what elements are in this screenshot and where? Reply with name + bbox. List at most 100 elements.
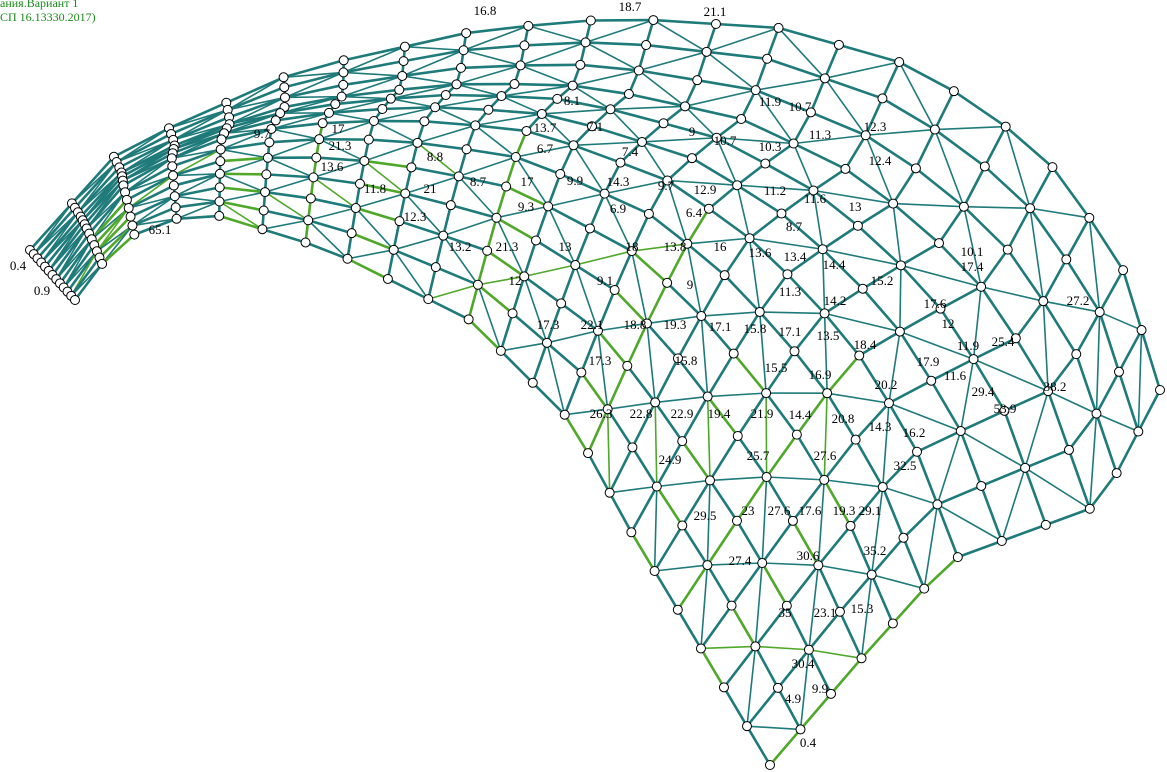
- member: [864, 134, 894, 204]
- member: [1065, 258, 1101, 313]
- member: [88, 191, 127, 235]
- member: [681, 440, 712, 482]
- member: [823, 44, 841, 79]
- member: [271, 112, 330, 130]
- member-label: 7.1: [587, 119, 603, 134]
- node: [782, 269, 793, 280]
- member-label: 9.9: [567, 173, 583, 188]
- member: [1121, 269, 1143, 331]
- member: [915, 451, 939, 505]
- node: [1002, 244, 1013, 255]
- member: [307, 219, 353, 235]
- member-label: 17.1: [779, 324, 802, 339]
- node: [576, 367, 587, 378]
- member: [613, 250, 633, 291]
- member: [534, 205, 550, 241]
- member: [305, 241, 348, 260]
- member: [93, 207, 130, 247]
- member: [390, 83, 457, 100]
- member: [172, 116, 230, 142]
- member: [90, 198, 128, 241]
- node: [257, 224, 268, 235]
- member: [785, 564, 820, 607]
- member: [700, 315, 709, 397]
- member-label: 17: [521, 174, 535, 189]
- member: [219, 200, 263, 230]
- member: [122, 157, 173, 187]
- member: [766, 57, 826, 80]
- node: [568, 140, 579, 151]
- member: [902, 503, 939, 539]
- member: [849, 486, 884, 527]
- member: [271, 128, 320, 140]
- member: [860, 622, 894, 660]
- node: [672, 353, 683, 364]
- member-label: 32.5: [894, 458, 917, 473]
- node: [536, 108, 547, 119]
- node: [260, 187, 271, 198]
- member: [953, 90, 1007, 128]
- member: [263, 209, 309, 222]
- member: [732, 311, 761, 355]
- member: [655, 395, 708, 404]
- member: [706, 51, 757, 91]
- member: [655, 440, 684, 488]
- member: [219, 173, 266, 193]
- member: [666, 180, 689, 245]
- member: [700, 565, 709, 649]
- node: [850, 434, 861, 445]
- member: [823, 393, 828, 480]
- node: [705, 475, 716, 486]
- node: [346, 228, 357, 239]
- node: [772, 682, 783, 693]
- member: [706, 352, 735, 398]
- node: [979, 161, 990, 172]
- node: [877, 93, 888, 104]
- member: [736, 184, 783, 215]
- member: [708, 207, 751, 240]
- member: [765, 476, 795, 522]
- member: [980, 285, 1044, 302]
- node: [470, 120, 481, 131]
- node: [123, 203, 134, 214]
- member: [654, 564, 708, 572]
- member: [328, 97, 391, 114]
- member: [809, 77, 827, 113]
- member: [1088, 217, 1125, 271]
- member: [118, 138, 174, 169]
- member: [313, 160, 365, 179]
- node: [168, 180, 179, 191]
- node: [394, 216, 405, 227]
- node: [510, 151, 521, 162]
- node: [702, 391, 713, 402]
- node: [781, 600, 792, 611]
- member: [1095, 371, 1121, 415]
- node: [412, 137, 423, 148]
- member: [736, 162, 767, 187]
- member-label: 19.3: [833, 503, 856, 518]
- member: [887, 402, 919, 453]
- member-label: 20.2: [875, 377, 898, 392]
- member: [58, 238, 93, 285]
- member: [364, 142, 418, 162]
- member: [404, 45, 464, 52]
- node: [359, 155, 370, 166]
- node: [461, 144, 472, 155]
- member: [77, 166, 121, 214]
- member: [267, 138, 320, 159]
- member: [133, 217, 178, 236]
- member: [124, 165, 173, 194]
- member: [701, 311, 760, 317]
- member: [638, 51, 707, 72]
- node: [523, 20, 534, 31]
- member: [934, 129, 965, 208]
- member: [980, 485, 1004, 542]
- node: [615, 157, 626, 168]
- member: [36, 211, 79, 260]
- member: [749, 237, 823, 251]
- member: [722, 645, 757, 689]
- member: [531, 342, 549, 384]
- member: [963, 205, 1009, 251]
- member: [563, 414, 590, 454]
- node: [214, 210, 225, 221]
